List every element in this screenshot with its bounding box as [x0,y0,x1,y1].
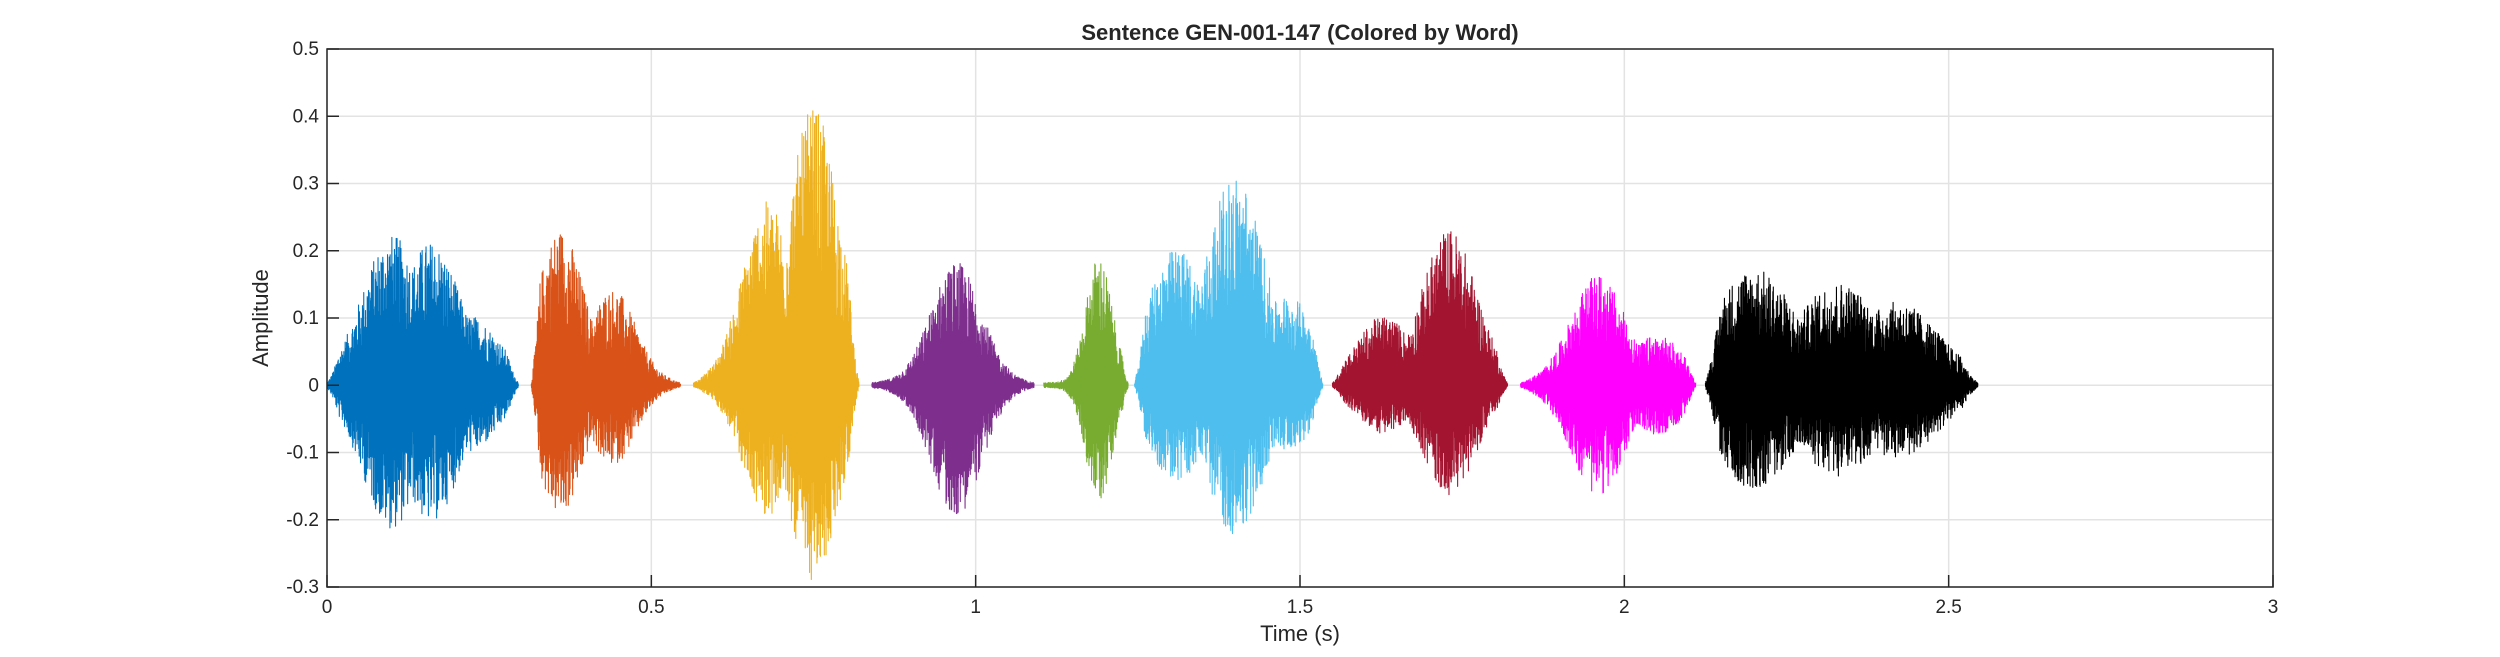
y-tick-label: 0.2 [293,241,319,262]
chart-title: Sentence GEN-001-147 (Colored by Word) [1081,20,1518,45]
ticks: 0 0.5 1 1.5 2 2.5 3 -0.3 -0.2 -0.1 0 0.1 0.2 0.3 0.4 0.… [286,39,2278,618]
x-tick-label: 3 [2268,597,2279,618]
y-tick-label: -0.2 [286,510,319,531]
word-waveform-8 [1520,276,1697,494]
y-tick-label: 0 [308,375,319,396]
y-tick-label: -0.1 [286,443,319,464]
word-waveform-6 [1134,180,1324,535]
word-waveform-7 [1331,231,1509,496]
y-tick-label: 0.3 [293,174,319,195]
word-waveform-4 [871,263,1035,515]
y-axis-label: Amplitude [248,269,273,367]
x-tick-label: 1 [970,597,981,618]
word-waveform-3 [692,110,860,581]
x-tick-label: 2 [1619,597,1630,618]
word-waveform-2 [530,234,682,509]
x-axis-label: Time (s) [1260,621,1340,646]
word-waveform-1 [326,236,519,529]
x-tick-label: 2.5 [1935,597,1961,618]
y-tick-label: -0.3 [286,577,319,598]
x-tick-label: 0.5 [638,597,664,618]
word-waveform-9 [1704,271,1979,488]
waveform-series [326,110,1979,581]
word-waveform-5 [1043,263,1129,499]
y-tick-label: 0.1 [293,308,319,329]
y-tick-label: 0.4 [293,106,320,127]
x-tick-label: 0 [322,597,333,618]
x-tick-label: 1.5 [1287,597,1313,618]
y-tick-label: 0.5 [293,39,319,60]
